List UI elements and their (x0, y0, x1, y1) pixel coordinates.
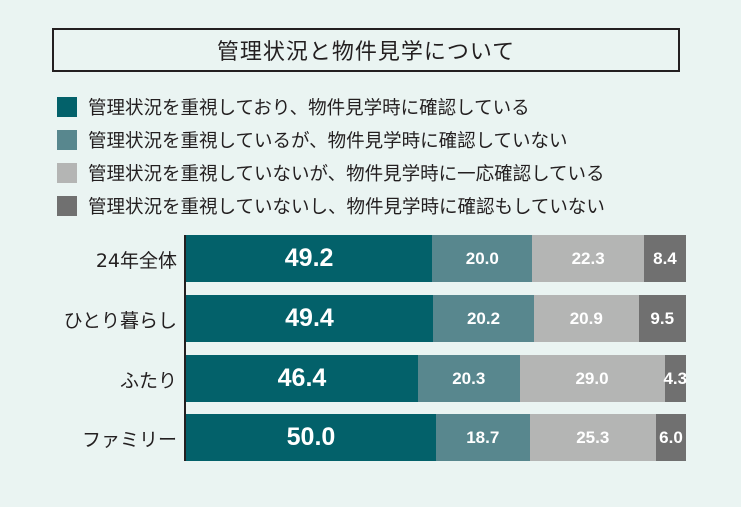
category-label: ひとり暮らし (63, 310, 177, 332)
category-label: ファミリー (81, 429, 177, 451)
legend-item: 管理状況を重視していないし、物件見学時に確認もしていない (57, 189, 605, 222)
data-label: 49.4 (285, 304, 334, 332)
bar-segment: 18.7 (436, 414, 530, 461)
data-label: 18.7 (466, 427, 500, 447)
legend-label: 管理状況を重視していないが、物件見学時に一応確認している (88, 163, 605, 185)
bar-segment: 4.3 (663, 355, 688, 402)
data-label: 20.9 (569, 308, 603, 328)
data-label: 46.4 (277, 364, 327, 392)
legend-item: 管理状況を重視しており、物件見学時に確認している (57, 90, 605, 123)
data-label: 20.2 (466, 308, 501, 328)
bar-segment: 20.0 (432, 235, 533, 282)
legend-swatch (57, 96, 77, 117)
data-label: 9.5 (650, 308, 675, 328)
bar-segment: 49.2 (186, 235, 433, 282)
category-label: ふたり (119, 370, 177, 392)
data-label: 4.3 (663, 368, 688, 388)
bar-segment: 20.3 (418, 355, 520, 402)
data-label: 8.4 (653, 248, 677, 268)
chart-title: 管理状況と物件見学について (52, 28, 680, 72)
data-label: 6.0 (659, 427, 683, 447)
legend-swatch (57, 129, 77, 150)
legend-swatch (57, 195, 77, 216)
legend-item: 管理状況を重視していないが、物件見学時に一応確認している (57, 156, 605, 189)
legend-label: 管理状況を重視しており、物件見学時に確認している (88, 97, 530, 119)
data-label: 25.3 (576, 427, 610, 447)
bar-segment: 9.5 (638, 295, 686, 342)
bar-segment: 50.0 (186, 414, 436, 461)
legend: 管理状況を重視しており、物件見学時に確認している管理状況を重視しているが、物件見… (57, 90, 605, 222)
category-label: 24年全体 (95, 250, 177, 272)
stacked-bar: 50.0 18.7 25.3 6.0 (186, 414, 686, 461)
bar-segment: 29.0 (519, 355, 665, 402)
data-label: 20.3 (452, 368, 486, 388)
bar-segment: 46.4 (186, 355, 418, 402)
data-label: 29.0 (575, 368, 609, 388)
data-label: 50.0 (286, 423, 336, 451)
stacked-bar: 46.4 20.3 29.0 4.3 (186, 355, 688, 402)
bar-segment: 22.3 (532, 235, 644, 282)
bar-segment: 8.4 (643, 235, 686, 282)
stacked-bar: 49.4 20.2 20.9 9.5 (186, 295, 686, 342)
bar-segment: 6.0 (656, 414, 686, 461)
bar-segment: 25.3 (529, 414, 656, 461)
legend-swatch (57, 162, 77, 183)
legend-label: 管理状況を重視していないし、物件見学時に確認もしていない (88, 196, 605, 218)
stacked-bar: 49.2 20.0 22.3 8.4 (186, 235, 686, 282)
category-axis (184, 235, 186, 461)
data-label: 20.0 (465, 248, 499, 268)
data-label: 49.2 (284, 244, 334, 272)
bar-segment: 49.4 (186, 295, 433, 342)
bar-segment: 20.9 (534, 295, 639, 342)
bar-segment: 20.2 (433, 295, 534, 342)
legend-label: 管理状況を重視しているが、物件見学時に確認していない (88, 130, 568, 152)
data-label: 22.3 (571, 248, 605, 268)
legend-item: 管理状況を重視しているが、物件見学時に確認していない (57, 123, 605, 156)
